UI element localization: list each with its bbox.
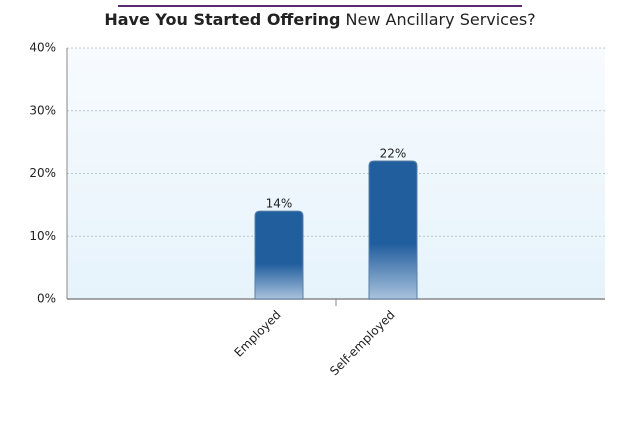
y-tick-label: 20% — [29, 166, 56, 180]
value-label: 14% — [266, 197, 293, 211]
y-tick-label: 30% — [29, 103, 56, 117]
title-regular: New Ancillary Services? — [346, 10, 536, 29]
y-tick-label: 10% — [29, 229, 56, 243]
bar — [254, 210, 304, 300]
bar — [368, 160, 418, 300]
x-tick-label: Employed — [232, 308, 284, 360]
value-label: 22% — [380, 146, 407, 160]
y-tick-label: 0% — [37, 292, 56, 306]
title-bold: Have You Started Offering — [104, 10, 340, 29]
x-tick-label: Self-employed — [327, 308, 398, 379]
y-tick-label: 40% — [29, 41, 56, 55]
chart-title: Have You Started Offering New Ancillary … — [104, 10, 535, 29]
